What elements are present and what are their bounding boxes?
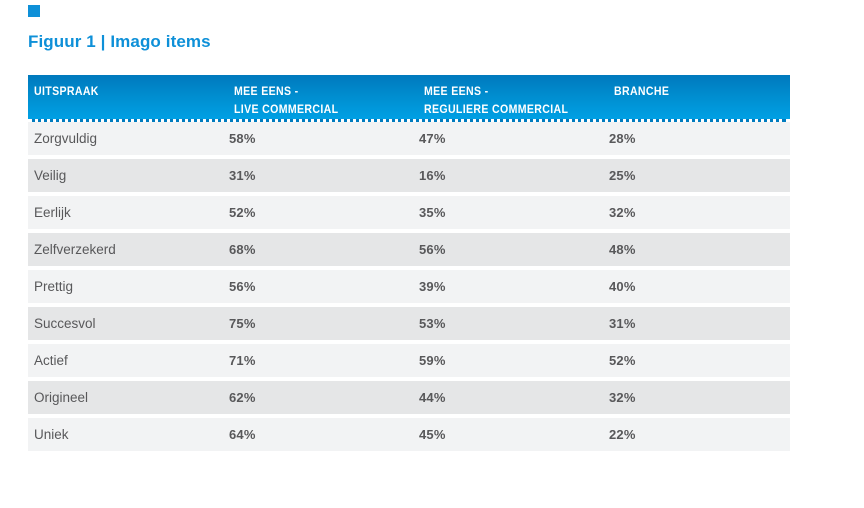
- table-row: Actief 71% 59% 52%: [28, 344, 790, 377]
- row-label: Succesvol: [34, 316, 96, 331]
- column-header-uitspraak: UITSPRAAK: [34, 84, 99, 98]
- table-row: Origineel 62% 44% 32%: [28, 381, 790, 414]
- row-label: Zelfverzekerd: [34, 242, 116, 257]
- value-reguliere-commercial: 53%: [419, 316, 446, 331]
- value-reguliere-commercial: 45%: [419, 427, 446, 442]
- row-label: Prettig: [34, 279, 74, 294]
- column-header-branche: BRANCHE: [614, 84, 670, 98]
- value-reguliere-commercial: 56%: [419, 242, 446, 257]
- page-corner-marker: [28, 5, 40, 17]
- value-live-commercial: 62%: [229, 390, 256, 405]
- value-branche: 40%: [609, 279, 636, 294]
- value-live-commercial: 31%: [229, 168, 256, 183]
- table-row: Eerlijk 52% 35% 32%: [28, 196, 790, 229]
- value-branche: 28%: [609, 131, 636, 146]
- value-live-commercial: 71%: [229, 353, 256, 368]
- value-live-commercial: 52%: [229, 205, 256, 220]
- value-reguliere-commercial: 39%: [419, 279, 446, 294]
- value-reguliere-commercial: 35%: [419, 205, 446, 220]
- table-row: Veilig 31% 16% 25%: [28, 159, 790, 192]
- value-branche: 25%: [609, 168, 636, 183]
- value-reguliere-commercial: 47%: [419, 131, 446, 146]
- value-live-commercial: 64%: [229, 427, 256, 442]
- column-header-reguliere-commercial: MEE EENS - REGULIERE COMMERCIAL: [424, 84, 569, 116]
- value-branche: 52%: [609, 353, 636, 368]
- value-live-commercial: 75%: [229, 316, 256, 331]
- row-label: Veilig: [34, 168, 67, 183]
- value-reguliere-commercial: 59%: [419, 353, 446, 368]
- figure-title: Figuur 1 | Imago items: [28, 32, 211, 51]
- value-reguliere-commercial: 16%: [419, 168, 446, 183]
- value-live-commercial: 58%: [229, 131, 256, 146]
- value-reguliere-commercial: 44%: [419, 390, 446, 405]
- row-label: Actief: [34, 353, 68, 368]
- table-body: Zorgvuldig 58% 47% 28% Veilig 31% 16% 25…: [28, 122, 790, 451]
- row-label: Uniek: [34, 427, 69, 442]
- table-row: Uniek 64% 45% 22%: [28, 418, 790, 451]
- table-row: Zelfverzekerd 68% 56% 48%: [28, 233, 790, 266]
- value-branche: 31%: [609, 316, 636, 331]
- value-branche: 32%: [609, 390, 636, 405]
- value-branche: 22%: [609, 427, 636, 442]
- table-header-row: UITSPRAAK MEE EENS - LIVE COMMERCIAL MEE…: [28, 75, 790, 122]
- table-row: Prettig 56% 39% 40%: [28, 270, 790, 303]
- table-row: Zorgvuldig 58% 47% 28%: [28, 122, 790, 155]
- value-branche: 48%: [609, 242, 636, 257]
- value-branche: 32%: [609, 205, 636, 220]
- value-live-commercial: 56%: [229, 279, 256, 294]
- row-label: Eerlijk: [34, 205, 71, 220]
- imago-items-table: UITSPRAAK MEE EENS - LIVE COMMERCIAL MEE…: [28, 75, 790, 455]
- row-label: Origineel: [34, 390, 89, 405]
- row-label: Zorgvuldig: [34, 131, 98, 146]
- table-row: Succesvol 75% 53% 31%: [28, 307, 790, 340]
- column-header-live-commercial: MEE EENS - LIVE COMMERCIAL: [234, 84, 339, 116]
- value-live-commercial: 68%: [229, 242, 256, 257]
